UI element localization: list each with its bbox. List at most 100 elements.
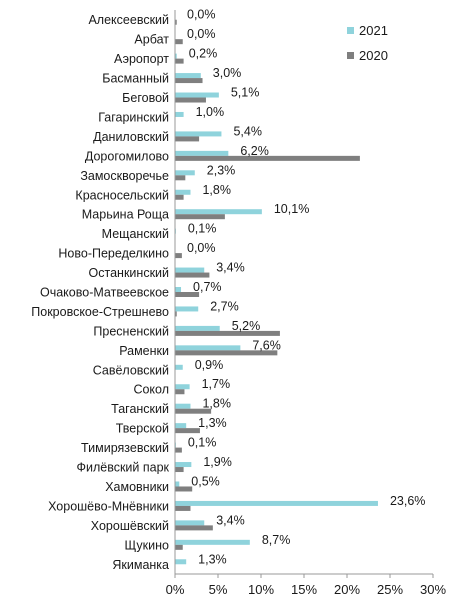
category-label: Хорошёвский [91, 519, 169, 533]
bar-2020-красносельский [175, 194, 184, 200]
category-label: Красносельский [75, 188, 169, 202]
data-label-2021: 3,4% [216, 513, 245, 527]
data-label-2021: 5,4% [233, 124, 262, 138]
category-label: Аэропорт [114, 52, 169, 66]
category-label: Тверской [116, 422, 169, 436]
data-labels: 0,0% 0,0% 0,2% 3,0% 5,1% 1,0% 5,4% 6,2% 2,3% 1,8%… [187, 8, 425, 567]
bar-2021-пресненский [175, 325, 220, 331]
x-tick-label: 0% [166, 582, 185, 597]
bar-2021-хамовники [175, 481, 180, 487]
data-label-2021: 2,3% [207, 163, 236, 177]
category-label: Марьина Роща [82, 208, 169, 222]
bar-2020-замоскворечье [175, 175, 186, 181]
category-label: Якиманка [112, 558, 169, 572]
bar-2021-дорогомилово [175, 150, 229, 156]
bar-2020-пресненский [175, 330, 280, 336]
data-label-2021: 23,6% [390, 494, 425, 508]
x-tick-label: 10% [248, 582, 274, 597]
bar-2021-сокол [175, 384, 190, 390]
data-label-2021: 0,5% [191, 474, 220, 488]
data-label-2021: 0,9% [195, 358, 224, 372]
bar-2020-алексеевский [175, 19, 177, 25]
category-label: Арбат [134, 33, 169, 47]
category-label: Гагаринский [98, 110, 169, 124]
bars-layer [175, 19, 378, 565]
bar-2020-хорошёвский [175, 525, 213, 531]
bar-2021-раменки [175, 345, 241, 351]
bar-2021-беговой [175, 92, 219, 98]
bar-2020-дорогомилово [175, 155, 360, 161]
bar-2021-гагаринский [175, 111, 184, 117]
data-label-2021: 3,0% [213, 66, 242, 80]
category-label: Савёловский [93, 363, 169, 377]
bar-2020-басманный [175, 78, 203, 84]
x-tick-label: 30% [420, 582, 446, 597]
bar-2021-покровское-стрешнево [175, 306, 199, 312]
category-label: Щукино [124, 538, 169, 552]
data-label-2021: 1,8% [202, 397, 231, 411]
data-label-2021: 1,9% [203, 455, 232, 469]
bar-2020-хамовники [175, 486, 193, 492]
data-label-2021: 0,1% [188, 222, 217, 236]
category-label: Очаково-Матвеевское [40, 286, 169, 300]
legend: 2021 2020 [347, 23, 388, 63]
bar-2021-савёловский [175, 364, 183, 370]
bar-2020-очаково-матвеевское [175, 292, 200, 297]
bar-2020-раменки [175, 350, 278, 356]
data-label-2021: 10,1% [274, 202, 309, 216]
bar-2020-щукино [175, 544, 183, 550]
data-label-2021: 1,7% [202, 377, 231, 391]
data-label-2021: 0,0% [187, 27, 216, 41]
bar-2021-замоскворечье [175, 170, 195, 176]
category-label: Беговой [122, 91, 169, 105]
category-label: Хорошёво-Мнёвники [48, 499, 169, 513]
x-tick-labels: 0% 5% 10% 15% 20% 25% 30% [166, 574, 446, 597]
bar-2020-филёвский-парк [175, 467, 184, 473]
bar-2020-тверской [175, 428, 200, 434]
x-tick-label: 25% [377, 582, 403, 597]
data-label-2021: 5,2% [232, 319, 261, 333]
data-label-2021: 0,0% [187, 241, 216, 255]
x-tick-label: 5% [209, 582, 228, 597]
category-label: Мещанский [102, 227, 169, 241]
bar-2020-ново-переделкино [175, 253, 182, 259]
data-label-2021: 0,2% [189, 47, 218, 61]
bar-2021-филёвский-парк [175, 462, 192, 468]
bar-2021-хорошёвский [175, 520, 205, 526]
category-label: Филёвский парк [76, 461, 169, 475]
data-label-2021: 5,1% [231, 86, 259, 100]
bar-2020-аэропорт [175, 58, 184, 64]
bar-2021-марьина-роща [175, 209, 262, 215]
legend-swatch-2020 [347, 52, 354, 59]
data-label-2021: 0,0% [187, 8, 216, 22]
data-label-2021: 1,0% [196, 105, 225, 119]
bar-2020-арбат [175, 39, 183, 45]
bar-2021-тверской [175, 423, 187, 429]
bar-2020-сокол [175, 389, 185, 395]
bar-2021-таганский [175, 403, 191, 409]
bar-2021-аэропорт [175, 53, 177, 59]
category-label: Алексеевский [88, 13, 169, 27]
data-label-2021: 2,7% [210, 299, 239, 313]
legend-label-2020: 2020 [359, 48, 388, 63]
bar-2020-останкинский [175, 272, 210, 278]
category-label: Тимирязевский [81, 441, 169, 455]
category-label: Даниловский [93, 130, 169, 144]
category-label: Таганский [111, 402, 169, 416]
category-label: Замоскворечье [80, 169, 169, 183]
data-label-2021: 3,4% [216, 261, 245, 275]
bar-2021-очаково-матвеевское [175, 287, 182, 292]
bar-2020-таганский [175, 408, 212, 414]
bar-2021-якиманка [175, 559, 187, 565]
legend-label-2021: 2021 [359, 23, 388, 38]
bar-2021-щукино [175, 539, 250, 545]
bar-2021-останкинский [175, 267, 205, 273]
category-labels: Алексеевский Арбат Аэропорт Басманный Бегово… [31, 13, 169, 572]
data-label-2021: 8,7% [262, 533, 291, 547]
data-label-2021: 0,1% [188, 436, 217, 450]
category-label: Басманный [102, 72, 169, 86]
bar-2020-хорошёво-мнёвники [175, 505, 191, 511]
category-label: Хамовники [105, 480, 169, 494]
category-label: Дорогомилово [85, 149, 169, 163]
